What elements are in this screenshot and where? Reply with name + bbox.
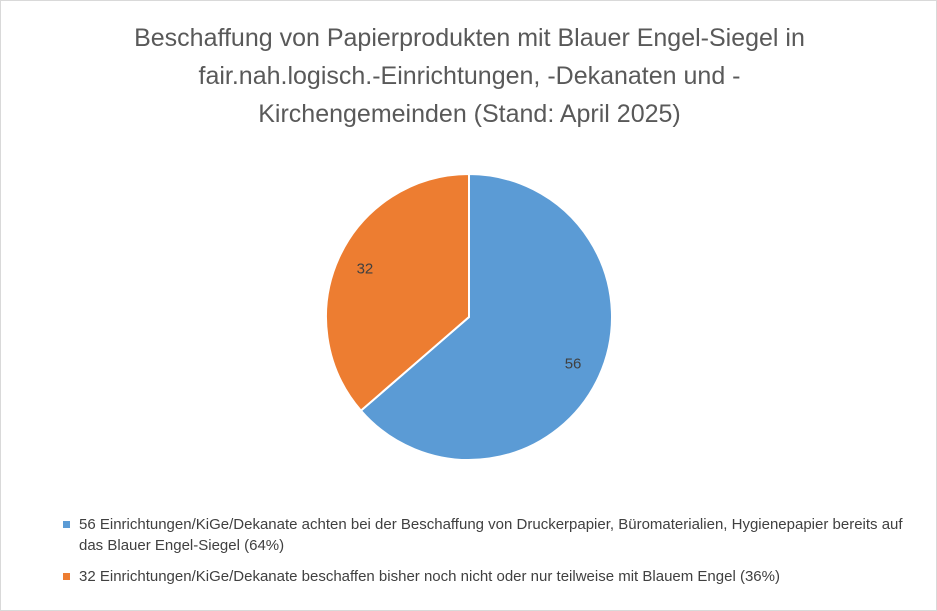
pie-slice-blue	[359, 172, 613, 461]
data-label-orange: 32	[357, 260, 374, 277]
legend: 56 Einrichtungen/KiGe/Dekanate achten be…	[63, 514, 913, 597]
legend-swatch-orange	[63, 573, 70, 580]
chart-title-line-3: Kirchengemeinden (Stand: April 2025)	[258, 100, 681, 128]
legend-item-orange: 32 Einrichtungen/KiGe/Dekanate beschaffe…	[63, 566, 913, 587]
chart-title-line-1: Beschaffung von Papierprodukten mit Blau…	[134, 24, 805, 52]
legend-swatch-blue	[63, 521, 70, 528]
pie-slice-orange	[325, 172, 470, 413]
legend-label-orange: 32 Einrichtungen/KiGe/Dekanate beschaffe…	[79, 568, 780, 585]
chart-title: Beschaffung von Papierprodukten mit Blau…	[41, 19, 898, 133]
legend-label-blue: 56 Einrichtungen/KiGe/Dekanate achten be…	[79, 516, 903, 554]
legend-item-blue: 56 Einrichtungen/KiGe/Dekanate achten be…	[63, 514, 913, 556]
chart-title-line-2: fair.nah.logisch.-Einrichtungen, -Dekana…	[198, 62, 741, 90]
pie-chart: 56 32	[325, 172, 613, 461]
data-label-blue: 56	[565, 355, 582, 372]
